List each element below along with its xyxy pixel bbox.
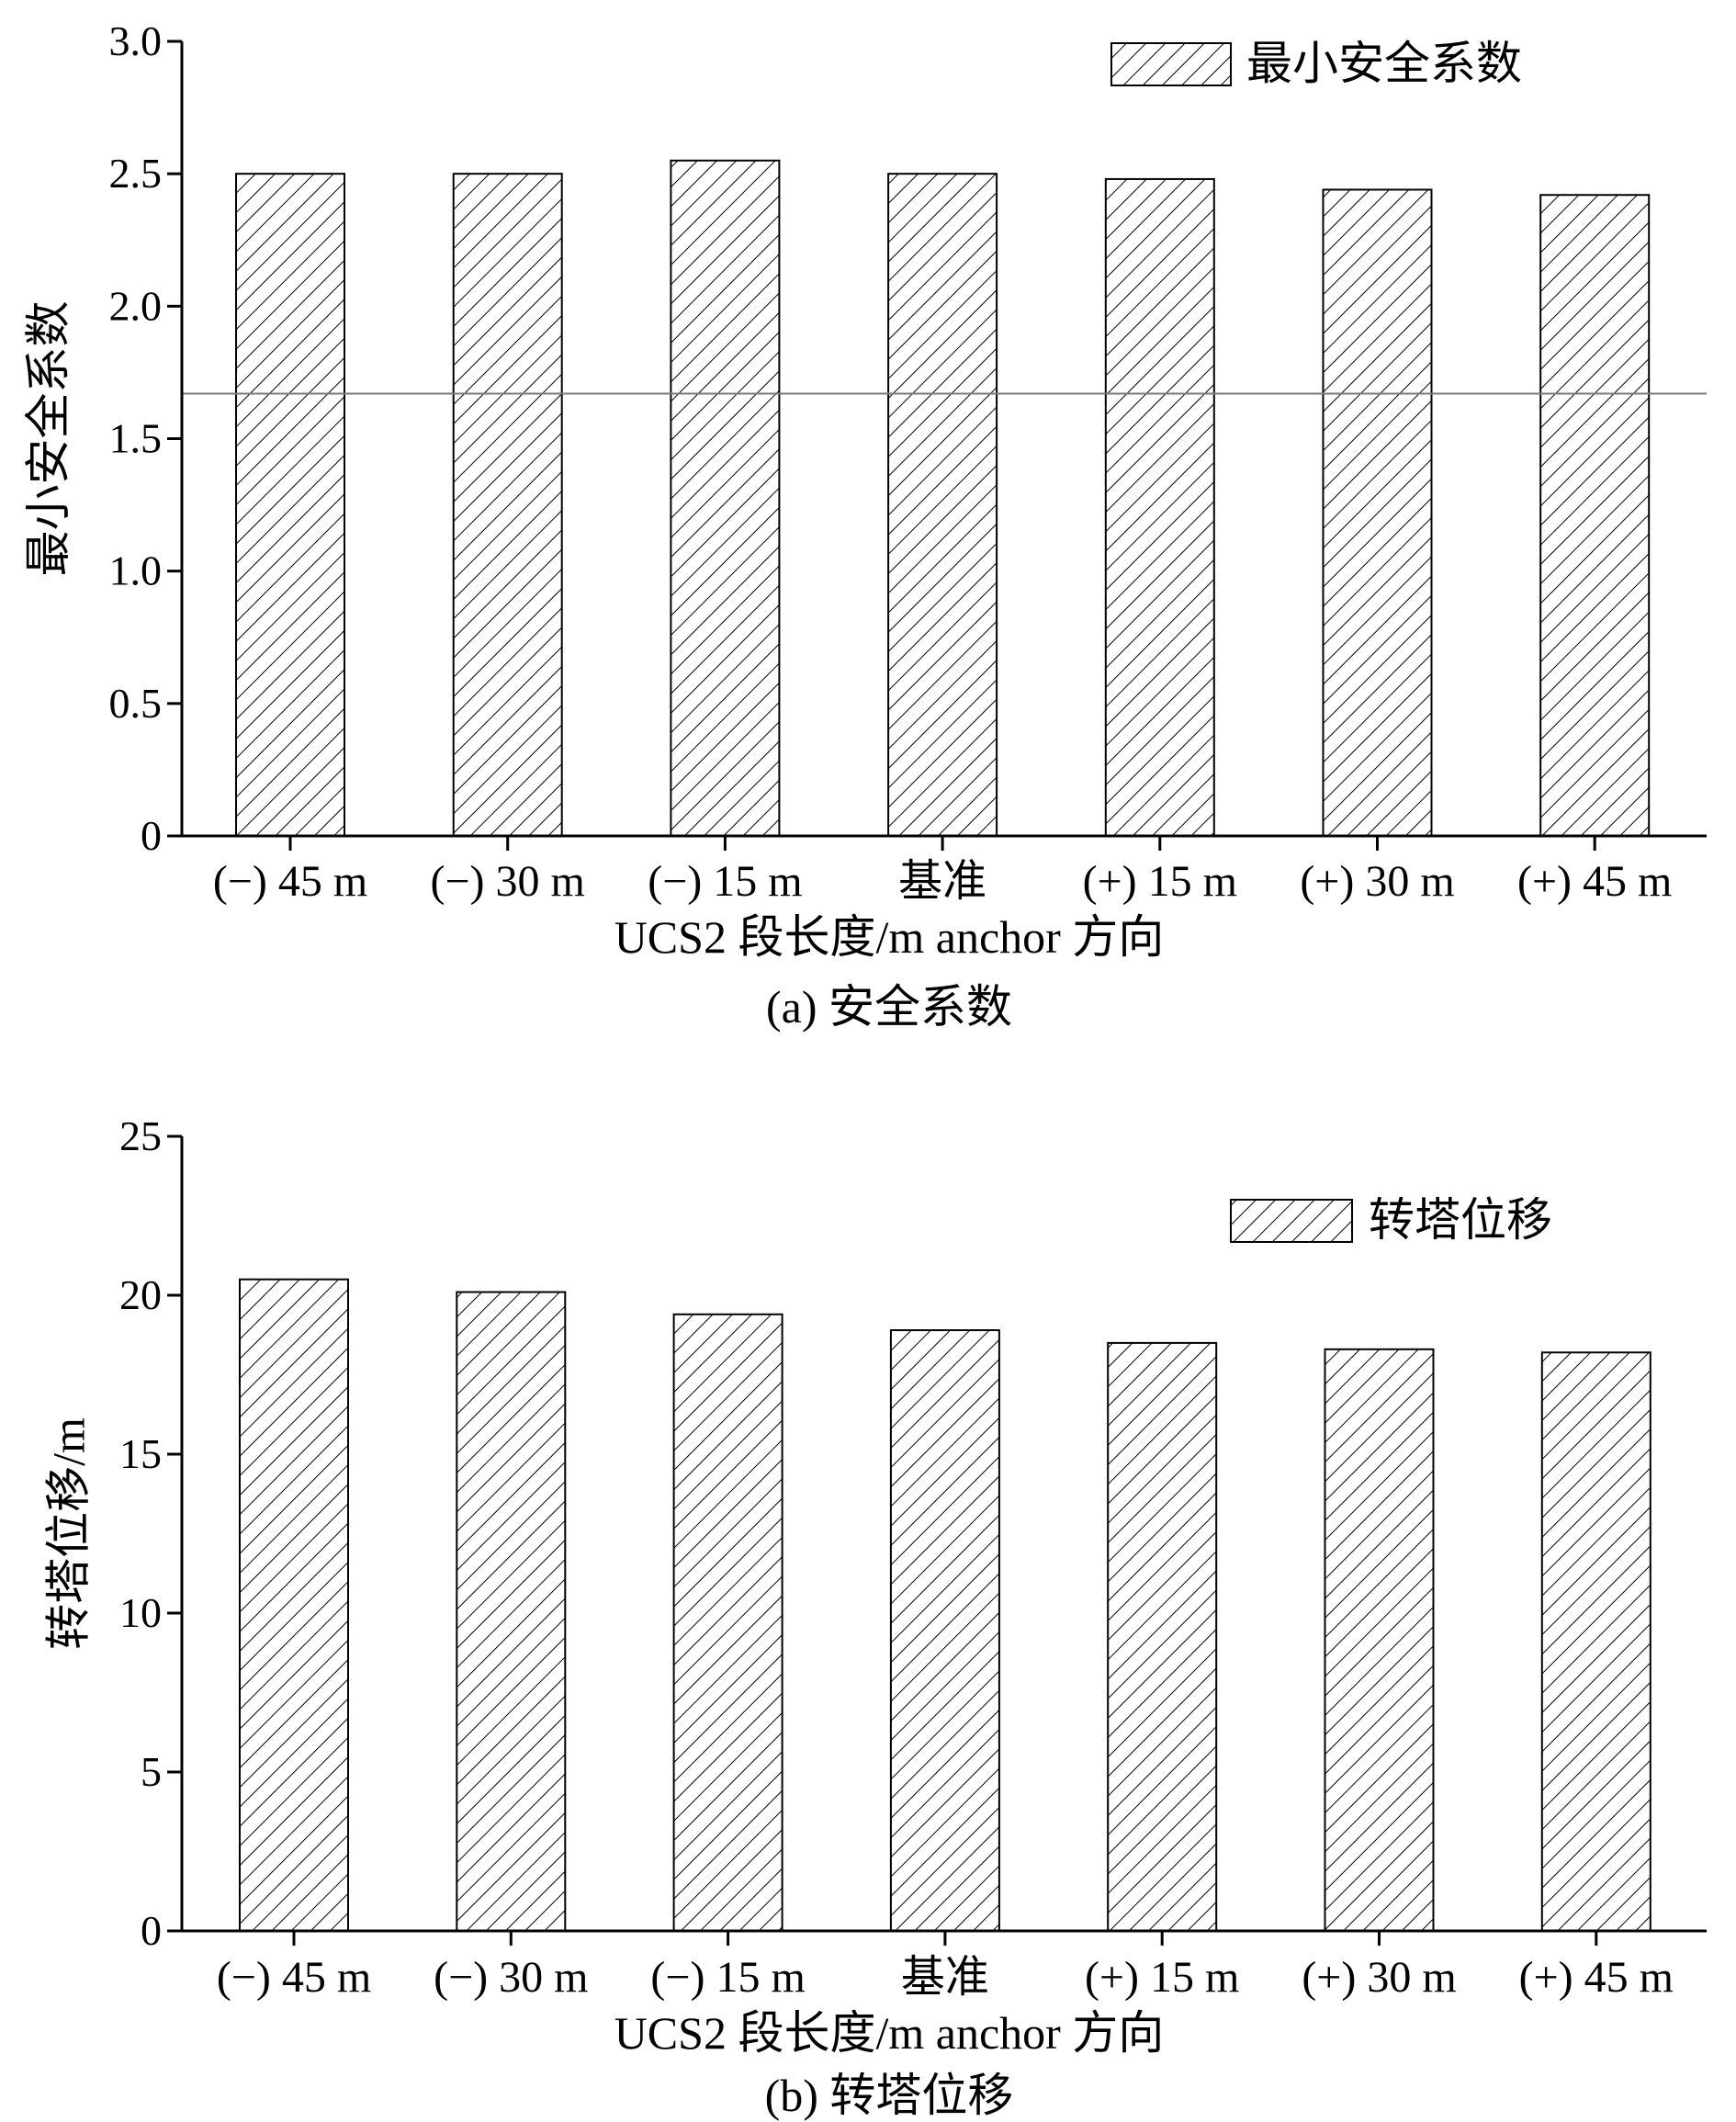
bar [1324, 1348, 1435, 1932]
x-tick-label: (−) 15 m [650, 1953, 805, 2002]
legend: 最小安全系数 [1110, 38, 1522, 89]
y-tick-label: 0 [141, 812, 162, 859]
y-tick-label: 1.5 [109, 415, 163, 462]
legend-swatch [1110, 42, 1232, 86]
x-tick-label: 基准 [898, 857, 986, 906]
y-tick-label: 3.0 [109, 17, 163, 64]
legend-label: 转塔位移 [1369, 1194, 1552, 1246]
y-tick-label: 2.0 [109, 282, 163, 329]
bar [887, 173, 998, 837]
bar [452, 173, 563, 837]
y-tick-label: 25 [119, 1112, 162, 1159]
panel-caption: (b) 转塔位移 [765, 2070, 1014, 2121]
panel-caption: (a) 安全系数 [766, 981, 1012, 1033]
legend: 转塔位移 [1230, 1194, 1552, 1246]
y-tick-label: 20 [119, 1271, 162, 1318]
chart-panel-turret-displacement: 0 5 10 15 20 25 (−) 45 m (−) 30 m (−) 15 m 基准 (+) … [42, 1112, 1707, 2121]
y-axis-title: 最小安全系数 [22, 301, 73, 577]
bar [235, 173, 345, 837]
x-tick-label: (−) 45 m [213, 857, 367, 906]
y-tick-label: 10 [119, 1589, 162, 1636]
bar [1540, 1351, 1651, 1932]
chart-panel-safety-factor: 0 0.5 1.0 1.5 2.0 2.5 3.0 (−) 45 m (−) 30 m (−) 1… [22, 17, 1707, 1033]
bar [1107, 1341, 1218, 1932]
axes-group: 0 5 10 15 20 25 (−) 45 m (−) 30 m (−) 15 m 基准 (+) … [119, 1112, 1707, 2002]
x-tick-label: (−) 30 m [431, 857, 585, 906]
y-axis-title: 转塔位移/m [42, 1417, 94, 1650]
x-tick-label: (−) 45 m [217, 1953, 371, 2002]
bar [239, 1278, 349, 1932]
bar [889, 1329, 1000, 1933]
x-tick-label: (+) 15 m [1085, 1953, 1239, 2002]
x-tick-label: (+) 30 m [1302, 1953, 1456, 2002]
y-tick-label: 15 [119, 1430, 162, 1477]
y-tick-label: 5 [141, 1748, 162, 1795]
x-tick-label: (+) 45 m [1519, 1953, 1674, 2002]
axes-group: 0 0.5 1.0 1.5 2.0 2.5 3.0 (−) 45 m (−) 30 m (−) 1… [109, 17, 1707, 906]
bar [1539, 194, 1651, 837]
legend-swatch [1230, 1199, 1353, 1243]
y-tick-label: 1.0 [109, 547, 163, 594]
y-tick-label: 0.5 [109, 680, 163, 727]
bar-group [239, 1278, 1651, 1933]
bar [1104, 177, 1215, 837]
bar [670, 159, 781, 837]
x-tick-label: (+) 30 m [1300, 857, 1454, 906]
bar [456, 1291, 567, 1933]
bar [1322, 188, 1433, 837]
y-tick-label: 2.5 [109, 150, 163, 197]
y-tick-label: 0 [141, 1907, 162, 1954]
x-axis-title: UCS2 段长度/m anchor 方向 [614, 911, 1165, 963]
bar [672, 1313, 783, 1932]
x-tick-label: (−) 15 m [648, 857, 802, 906]
x-axis-title: UCS2 段长度/m anchor 方向 [614, 2007, 1165, 2059]
x-tick-label: (−) 30 m [434, 1953, 588, 2002]
legend-label: 最小安全系数 [1246, 38, 1522, 89]
bar-group [235, 159, 1651, 837]
x-tick-label: 基准 [901, 1953, 989, 2002]
x-tick-label: (+) 45 m [1517, 857, 1672, 906]
x-tick-label: (+) 15 m [1083, 857, 1237, 906]
